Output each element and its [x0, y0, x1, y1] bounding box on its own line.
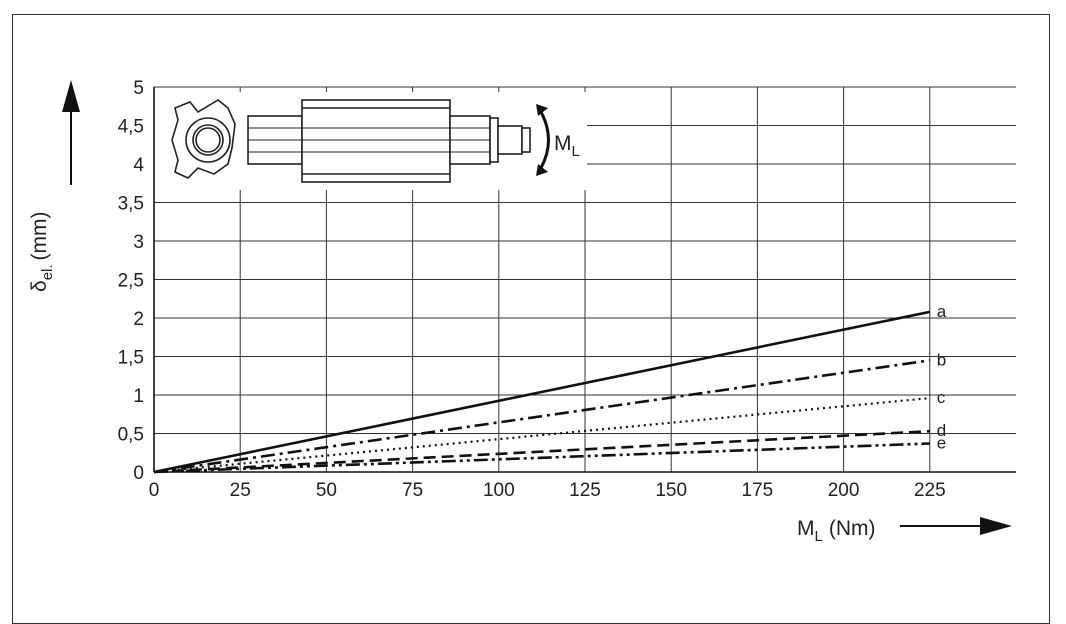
y-tick-label: 3: [133, 232, 144, 253]
y-tick-label: 1,5: [118, 348, 144, 369]
x-tick-label: 75: [402, 480, 423, 501]
series-label-a: a: [937, 302, 947, 321]
inset-torque-label: ML: [554, 132, 580, 160]
x-tick-label: 0: [149, 480, 160, 501]
x-axis-title: ML (Nm): [797, 517, 1012, 545]
x-tick-label: 225: [914, 480, 946, 501]
torque-arrow-icon: [536, 104, 550, 176]
x-tick-label: 150: [655, 480, 687, 501]
spindle-end-view: [171, 99, 236, 179]
y-tick-label: 4,5: [118, 117, 144, 138]
y-tick-label: 2: [133, 309, 144, 330]
y-tick-label: 0: [133, 463, 144, 484]
y-axis-arrow-icon: [62, 80, 80, 112]
series-line-d: [153, 429, 930, 474]
spindle-illustration: ML: [155, 92, 587, 190]
series-label-e: e: [937, 434, 946, 453]
y-axis-title: δel.(mm): [28, 80, 80, 292]
y-tick-label: 2,5: [118, 271, 144, 292]
y-tick-label: 0,5: [118, 425, 144, 446]
series-line-e: [153, 442, 930, 474]
spindle-side-view: [247, 99, 531, 183]
axes: [153, 87, 1016, 473]
series-label-d: d: [937, 421, 946, 440]
x-tick-label: 100: [483, 480, 515, 501]
y-tick-label: 4: [133, 155, 144, 176]
svg-text:δel.(mm): δel.(mm): [28, 211, 56, 292]
series-label-c: c: [937, 388, 946, 407]
series-line-b: [153, 359, 930, 474]
y-tick-label: 1: [133, 386, 144, 407]
svg-text:ML(Nm): ML (Nm): [797, 517, 876, 545]
y-tick-label: 3,5: [118, 194, 144, 215]
series-line-a: [153, 310, 931, 474]
y-tick-label: 5: [133, 78, 144, 99]
series-line-c: [153, 396, 930, 474]
x-tick-label: 25: [230, 480, 251, 501]
x-axis-arrow-icon: [980, 517, 1012, 535]
series-label-b: b: [937, 350, 946, 369]
x-tick-label: 125: [569, 480, 601, 501]
x-tick-label: 200: [828, 480, 860, 501]
tick-labels: 0 25 50 75 100 125 150 175 200 225 0 0,5 1 1,5 2 2,5 3 3,…: [118, 78, 946, 501]
x-tick-label: 50: [316, 480, 337, 501]
x-tick-label: 175: [742, 480, 774, 501]
